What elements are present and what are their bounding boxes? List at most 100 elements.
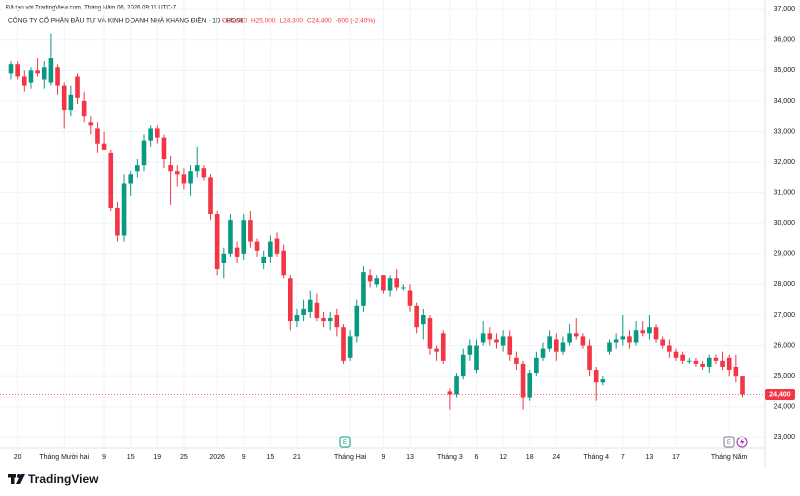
candle-body [61,85,67,111]
candle-body [181,174,187,184]
candle-body [534,357,539,374]
candle-body [121,183,127,236]
candle-body [115,207,120,236]
candle-body [700,363,705,367]
candle-body [467,345,473,355]
candle-body [75,76,80,98]
candle-body [108,152,114,208]
y-tick-label: 34,000 [774,98,796,105]
candle-body [394,278,399,288]
candle-body [573,333,579,337]
candle-body [367,275,373,282]
logo: TradingView [28,472,99,486]
candle-body [321,318,326,322]
y-tick-label: 26,000 [774,342,796,349]
candle-body [567,333,572,343]
candle-body [161,137,167,160]
x-tick-label: Tháng Hai [334,454,367,461]
candle-body [713,357,719,361]
candle-body [693,360,699,364]
candle-body [726,357,732,371]
y-tick-label: 25,000 [774,373,796,380]
x-tick-label: 15 [127,454,135,461]
y-tick-label: 29,000 [774,251,796,258]
last-price-tag [765,388,795,400]
candle-body [41,67,47,80]
candle-body [261,256,266,263]
x-tick-label: 18 [526,454,534,461]
candle-body [327,318,333,322]
candle-body [613,339,619,343]
x-tick-label: 13 [406,454,414,461]
candle-body [387,278,393,291]
candle-body [633,330,639,343]
x-tick-label: 9 [102,454,106,461]
candle-body [241,220,247,254]
candle-body [720,360,725,367]
x-tick-label: 2026 [209,454,225,461]
candle-body [680,354,685,361]
y-tick-label: 35,000 [774,67,796,74]
candle-body [288,278,293,322]
candle-body [168,165,173,172]
chart-title: CÔNG TY CỔ PHẦN ĐẦU TƯ VÀ KINH DOANH NHÀ… [8,15,245,25]
candle-body [494,339,499,343]
candle-body [660,339,665,346]
x-tick-label: Tháng Mười hai [39,454,89,461]
candle-body [248,220,253,242]
candle-body [593,370,599,383]
candle-body [307,299,313,312]
candle-body [480,333,486,343]
y-tick-label: 37,000 [774,6,796,13]
candle-body [507,336,513,355]
candle-body [440,333,446,361]
candle-body [673,351,679,358]
candle-body [554,339,559,352]
x-tick-label: 21 [293,454,301,461]
x-tick-label: 13 [646,454,654,461]
y-tick-label: 31,000 [774,189,796,196]
candle-body [128,174,133,184]
candle-body [560,342,566,352]
candle-body [487,333,493,340]
logo-mark [8,474,25,484]
candle-body [733,366,739,377]
x-tick-label: 24 [552,454,560,461]
candle-body [281,250,286,276]
candle-body [347,336,353,358]
candle-body [15,64,20,77]
candle-body [500,336,506,346]
candle-body [68,94,74,111]
candle-body [141,140,147,166]
candle-body [407,290,413,306]
candle-body [520,363,526,398]
x-tick-label: 12 [499,454,507,461]
candle-body [88,122,94,126]
candle-body [35,70,40,74]
candle-body [607,342,612,352]
candle-body [587,345,592,371]
candle-body [580,336,586,346]
candle-body [706,357,712,367]
candle-body [294,314,300,322]
candle-body [214,214,220,270]
candle-body [174,171,180,175]
candle-body [434,348,439,352]
candle-body [254,241,260,251]
candle-body [414,305,419,328]
candle-body [421,314,426,325]
event-marker-label: E [343,440,347,446]
candle-body [188,171,193,184]
candle-body [640,330,646,334]
candle-body [627,336,632,343]
x-tick-label: 25 [180,454,188,461]
candle-body [22,76,27,86]
candle-body [194,165,200,172]
candle-body [540,348,546,358]
candle-body [268,241,273,257]
candle-body [354,305,360,337]
y-tick-label: 24,000 [774,404,796,411]
x-tick-label: 9 [381,454,385,461]
candle-body [341,327,346,361]
